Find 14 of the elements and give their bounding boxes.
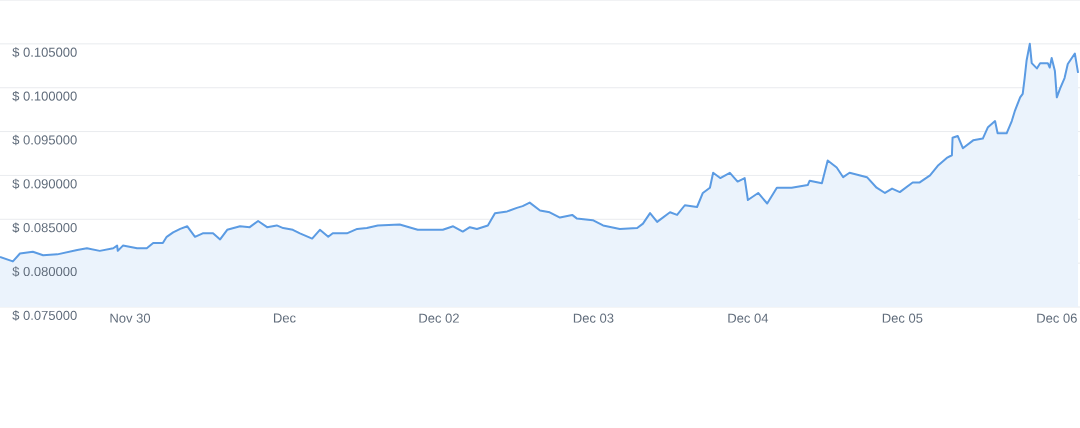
x-tick-label: Nov 30 (110, 313, 151, 323)
y-tick-label: $ 0.095000 (12, 134, 77, 146)
y-tick-label: $ 0.090000 (12, 178, 77, 190)
x-tick-label: Dec 02 (419, 313, 459, 323)
x-tick-label: Dec 03 (573, 313, 614, 323)
y-tick-label: $ 0.100000 (12, 90, 77, 102)
y-tick-label: $ 0.085000 (12, 222, 77, 234)
x-tick-label: Dec 05 (882, 313, 923, 323)
x-tick-label: Dec (273, 313, 296, 323)
y-tick-label: $ 0.105000 (12, 47, 77, 58)
x-tick-label: Dec 04 (728, 313, 769, 323)
y-tick-label: $ 0.080000 (12, 266, 77, 277)
y-tick-label: $ 0.075000 (12, 310, 77, 321)
x-tick-label: Dec 06 (1037, 313, 1077, 323)
